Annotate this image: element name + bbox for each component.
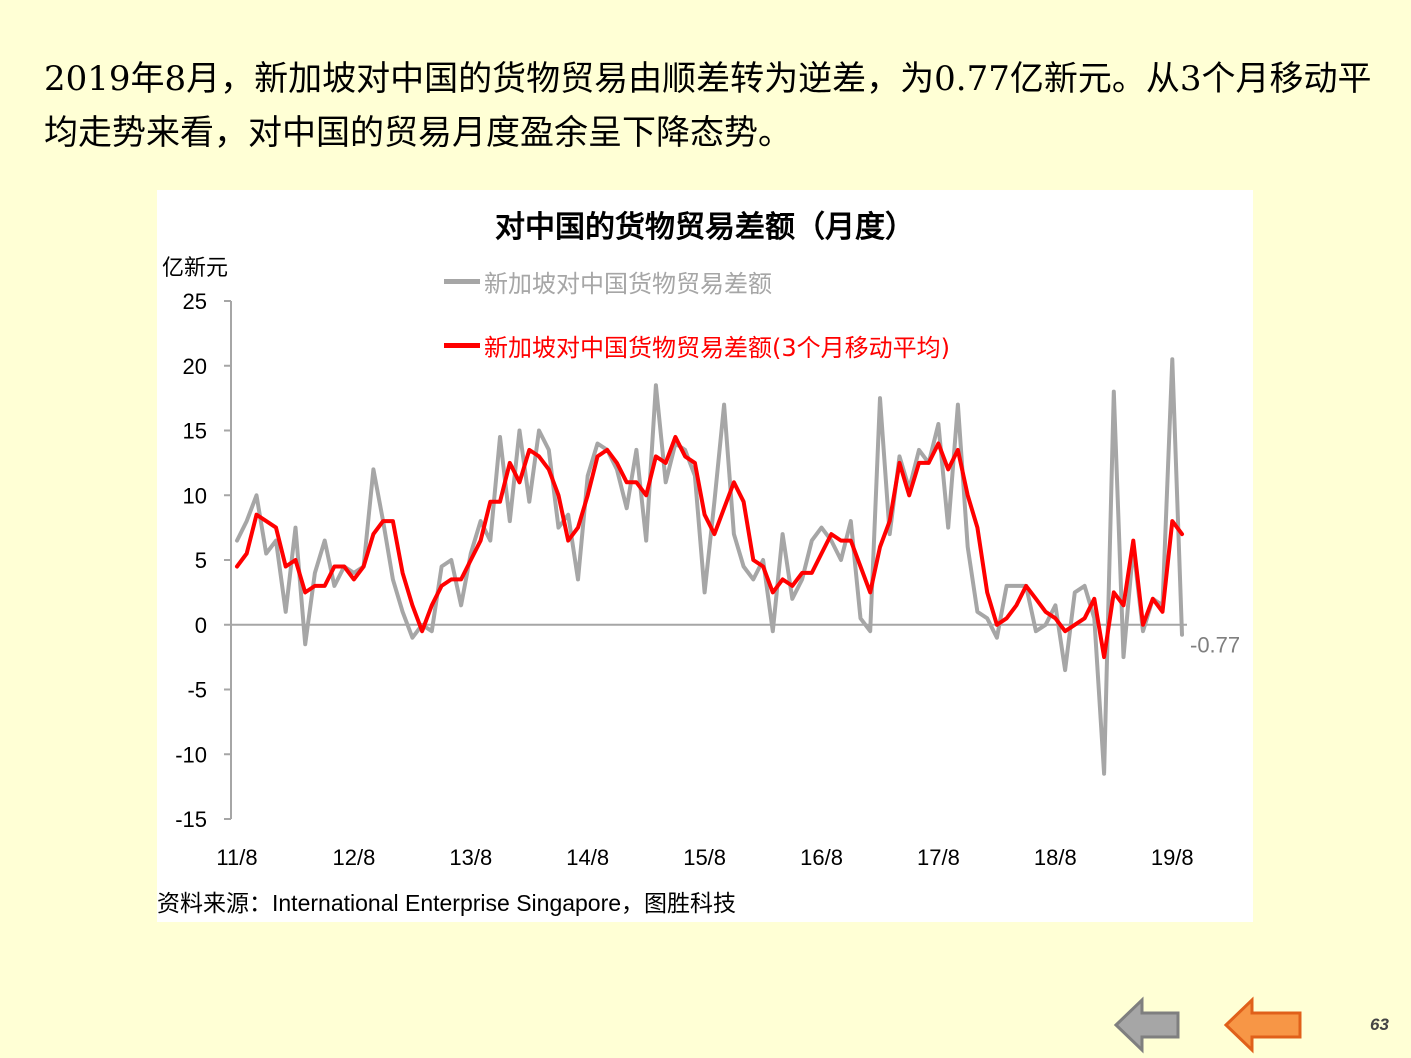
series-line-moving-average <box>235 435 1184 660</box>
legend-swatch-gray <box>444 279 480 284</box>
x-tick-label: 14/8 <box>566 845 609 870</box>
line-chart: 25 20 15 10 5 0 -5 -10 -15 11/8 12/8 13/8 14/8 15/8 16… <box>175 289 1240 870</box>
y-axis-unit-label: 亿新元 <box>162 256 229 281</box>
y-tick-label: 5 <box>195 548 207 573</box>
source-note: 资料来源：International Enterprise Singapore，… <box>157 890 737 916</box>
y-tick-label: 10 <box>183 483 207 508</box>
back-button[interactable] <box>1112 996 1184 1054</box>
y-tick-label: 15 <box>183 419 207 444</box>
x-tick-label: 12/8 <box>332 845 375 870</box>
x-tick-label: 19/8 <box>1151 845 1194 870</box>
x-tick-label: 15/8 <box>683 845 726 870</box>
y-tick-label: 20 <box>183 354 207 379</box>
forward-button[interactable] <box>1222 996 1306 1054</box>
y-tick-label: -5 <box>187 678 207 703</box>
y-tick-label: -15 <box>175 807 207 832</box>
x-tick-label: 17/8 <box>917 845 960 870</box>
legend-label-balance: 新加坡对中国货物贸易差额 <box>484 270 772 298</box>
chart-title: 对中国的货物贸易差额（月度） <box>495 210 915 245</box>
chart-panel: 对中国的货物贸易差额（月度） 亿新元 新加坡对中国货物贸易差额 新加坡对中国货物… <box>157 190 1253 922</box>
legend-item-balance: 新加坡对中国货物贸易差额 <box>444 264 772 299</box>
page-number: 63 <box>1370 1015 1389 1034</box>
series-line-balance <box>235 357 1184 776</box>
slide-headline: 2019年8月，新加坡对中国的货物贸易由顺差转为逆差，为0.77亿新元。从3个月… <box>44 59 1372 153</box>
legend-item-moving-average: 新加坡对中国货物贸易差额(3个月移动平均) <box>444 328 950 363</box>
x-tick-label: 11/8 <box>216 845 257 870</box>
legend-label-moving-average: 新加坡对中国货物贸易差额(3个月移动平均) <box>484 334 950 362</box>
y-tick-label: -10 <box>175 742 207 767</box>
left-arrow-icon <box>1223 996 1302 1054</box>
left-arrow-icon <box>1113 996 1180 1054</box>
x-tick-label: 16/8 <box>800 845 843 870</box>
y-tick-label: 0 <box>195 613 207 638</box>
x-tick-label: 18/8 <box>1034 845 1077 870</box>
y-tick-label: 25 <box>183 289 207 314</box>
x-tick-label: 13/8 <box>449 845 492 870</box>
last-value-label: -0.77 <box>1190 633 1240 658</box>
legend-swatch-red <box>444 343 480 348</box>
